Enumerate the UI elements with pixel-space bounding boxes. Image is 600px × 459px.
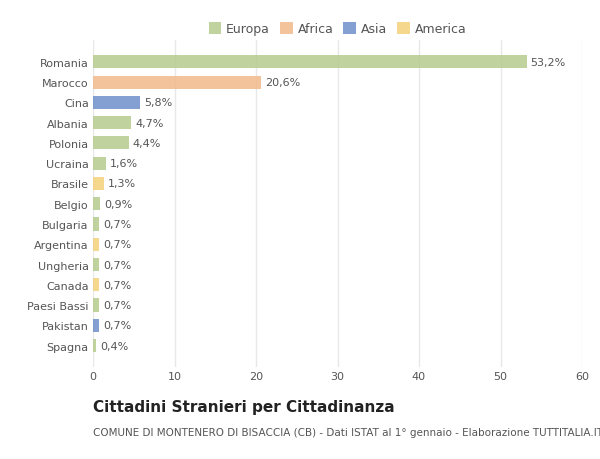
- Text: 0,7%: 0,7%: [103, 280, 131, 290]
- Bar: [93, 218, 99, 231]
- Text: 0,7%: 0,7%: [103, 320, 131, 330]
- Text: 0,7%: 0,7%: [103, 219, 131, 230]
- Bar: [93, 137, 129, 150]
- Bar: [93, 56, 527, 69]
- Text: 4,7%: 4,7%: [136, 118, 164, 129]
- Bar: [93, 157, 106, 170]
- Text: COMUNE DI MONTENERO DI BISACCIA (CB) - Dati ISTAT al 1° gennaio - Elaborazione T: COMUNE DI MONTENERO DI BISACCIA (CB) - D…: [93, 427, 600, 437]
- Bar: [93, 319, 99, 332]
- Bar: [93, 258, 99, 271]
- Bar: [93, 178, 104, 190]
- Text: 1,6%: 1,6%: [110, 159, 138, 169]
- Text: 0,7%: 0,7%: [103, 240, 131, 250]
- Bar: [93, 198, 100, 211]
- Text: Cittadini Stranieri per Cittadinanza: Cittadini Stranieri per Cittadinanza: [93, 399, 395, 414]
- Text: 53,2%: 53,2%: [530, 58, 566, 67]
- Bar: [93, 76, 261, 90]
- Bar: [93, 238, 99, 251]
- Bar: [93, 279, 99, 292]
- Text: 0,7%: 0,7%: [103, 260, 131, 270]
- Text: 20,6%: 20,6%: [265, 78, 300, 88]
- Bar: [93, 339, 96, 353]
- Text: 0,9%: 0,9%: [104, 199, 133, 209]
- Text: 1,3%: 1,3%: [107, 179, 136, 189]
- Legend: Europa, Africa, Asia, America: Europa, Africa, Asia, America: [203, 18, 472, 41]
- Bar: [93, 299, 99, 312]
- Text: 0,7%: 0,7%: [103, 300, 131, 310]
- Text: 0,4%: 0,4%: [100, 341, 128, 351]
- Bar: [93, 96, 140, 110]
- Text: 5,8%: 5,8%: [145, 98, 173, 108]
- Bar: [93, 117, 131, 130]
- Text: 4,4%: 4,4%: [133, 139, 161, 149]
